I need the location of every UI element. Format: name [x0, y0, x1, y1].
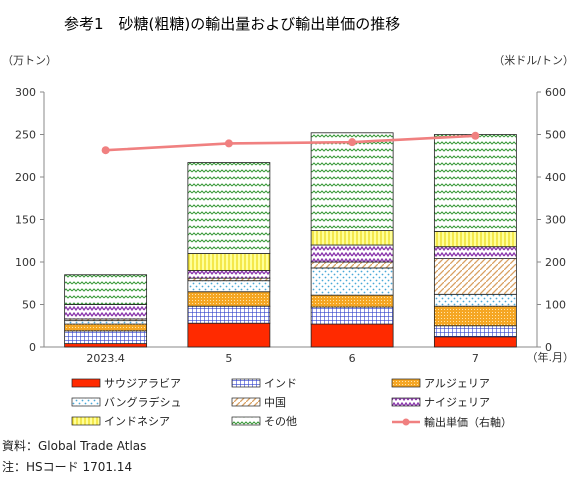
bar-segment	[64, 304, 148, 320]
tick-labels: 0 50 100 150 200 250 300 0 100 200 300 400 500 600 202…	[15, 86, 566, 365]
legend-label: その他	[264, 415, 297, 428]
bar-segment	[310, 267, 394, 296]
left-axis-unit: （万トン）	[2, 54, 57, 67]
legend-item: 中国	[231, 396, 286, 409]
price-line-point	[348, 138, 357, 147]
bar-segment	[433, 258, 517, 295]
chart-title: 参考1 砂糖(粗糖)の輸出量および輸出単価の推移	[64, 15, 400, 33]
legend-label: 輸出単価（右軸）	[424, 415, 512, 429]
x-tick-label: 7	[472, 352, 479, 365]
left-tick-label: 0	[29, 341, 36, 354]
legend-swatch	[71, 378, 101, 388]
hs-code-note: 注：HSコード 1701.14	[2, 460, 133, 474]
bar-segment	[310, 230, 394, 246]
left-tick-label: 300	[15, 86, 36, 99]
left-tick-label: 250	[15, 129, 36, 142]
bar-segment	[433, 134, 517, 232]
bar-segment	[310, 132, 394, 231]
right-tick-label: 0	[545, 341, 552, 354]
legend-item: バングラデシュ	[71, 395, 182, 409]
price-line-path	[105, 134, 476, 152]
x-tick-label: 2023.4	[86, 352, 125, 365]
source-note: 資料：Global Trade Atlas	[2, 439, 147, 453]
legend-item: インドネシア	[71, 415, 170, 428]
right-tick-label: 200	[545, 256, 566, 269]
legend-swatch	[391, 378, 421, 388]
x-tick-label: 6	[349, 352, 356, 365]
right-tick-label: 500	[545, 129, 566, 142]
legend-swatch	[231, 397, 261, 407]
bar-segment	[433, 336, 517, 348]
bar-segment	[64, 330, 148, 345]
left-tick-label: 150	[15, 214, 36, 227]
bar-segment	[64, 323, 148, 332]
legend-swatch	[71, 416, 101, 426]
legend-item: インド	[231, 377, 297, 390]
legend-label: インド	[264, 377, 297, 390]
bar-segment	[433, 293, 517, 307]
legend-label: バングラデシュ	[104, 395, 182, 409]
legend-item: ナイジェリア	[391, 396, 490, 409]
bars	[64, 132, 517, 348]
legend-label: インドネシア	[104, 415, 170, 428]
legend-swatch	[71, 397, 101, 407]
left-tick-label: 100	[15, 256, 36, 269]
legend-label: アルジェリア	[424, 377, 490, 390]
bar-segment	[310, 323, 394, 348]
bar-segment	[187, 322, 271, 348]
left-tick-label: 50	[22, 299, 36, 312]
bar-segment	[187, 253, 271, 271]
right-tick-label: 100	[545, 299, 566, 312]
bar-segment	[187, 305, 271, 324]
left-tick-label: 200	[15, 171, 36, 184]
bar-segment	[64, 343, 148, 348]
bar-segment	[310, 306, 394, 325]
bar-segment	[433, 305, 517, 327]
legend-swatch	[231, 378, 261, 388]
legend-label: 中国	[264, 396, 286, 409]
price-line	[101, 131, 480, 155]
bar-stack	[433, 134, 517, 348]
bar-segment	[187, 270, 271, 279]
bar-segment	[64, 320, 148, 325]
bar-stack	[64, 274, 148, 348]
legend-label: ナイジェリア	[424, 396, 490, 409]
bar-segment	[310, 261, 394, 269]
x-axis-unit: （年.月）	[527, 350, 575, 364]
bar-segment	[433, 246, 517, 259]
legend-line-marker	[402, 418, 410, 426]
right-axis-unit: （米ドル/トン）	[493, 54, 574, 67]
legend-label: サウジアラビア	[104, 377, 181, 390]
bar-segment	[310, 294, 394, 308]
right-tick-label: 300	[545, 214, 566, 227]
legend-swatch	[391, 397, 421, 407]
bar-segment	[310, 244, 394, 263]
legend-item: 輸出単価（右軸）	[392, 415, 512, 429]
bar-segment	[187, 291, 271, 307]
bar-segment	[433, 230, 517, 248]
price-line-point	[101, 146, 110, 155]
bar-segment	[433, 325, 517, 338]
right-tick-label: 400	[545, 171, 566, 184]
price-line-point	[471, 131, 480, 140]
price-line-point	[224, 139, 233, 148]
bar-segment	[64, 274, 148, 305]
legend-item: サウジアラビア	[71, 377, 181, 390]
legend-item: アルジェリア	[391, 377, 490, 390]
legend-item: その他	[231, 415, 297, 428]
bar-stack	[310, 132, 394, 348]
right-tick-label: 600	[545, 86, 566, 99]
legend-swatch	[231, 416, 261, 426]
x-tick-label: 5	[225, 352, 232, 365]
bar-segment	[187, 280, 271, 293]
bar-stack	[187, 162, 271, 348]
bar-segment	[187, 162, 271, 254]
